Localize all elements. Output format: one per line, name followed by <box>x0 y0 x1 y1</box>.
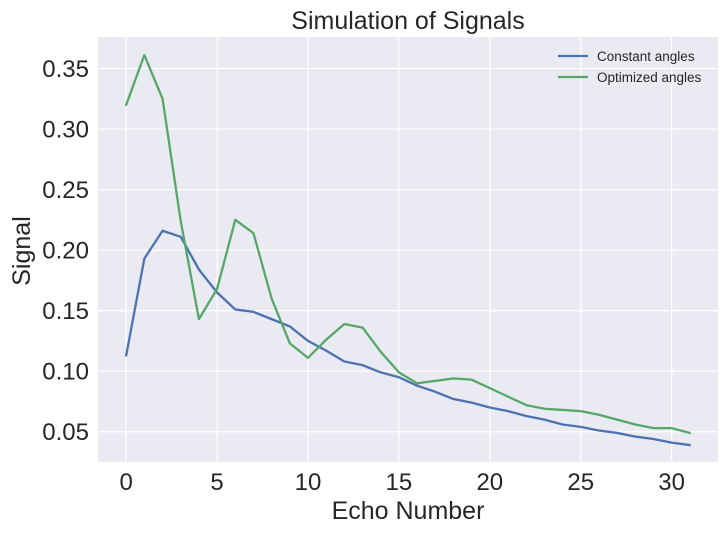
y-tick-label: 0.25 <box>42 177 89 204</box>
grid-lines <box>98 37 718 462</box>
legend: Constant angles Optimized angles <box>558 49 702 85</box>
x-tick-label: 5 <box>210 469 223 496</box>
x-tick-label: 15 <box>386 469 413 496</box>
y-tick-label: 0.05 <box>42 419 89 446</box>
y-tick-label: 0.30 <box>42 117 89 144</box>
series-line-constant-angles <box>125 229 691 447</box>
x-axis-label: Echo Number <box>332 497 485 525</box>
legend-label-constant-angles: Constant angles <box>597 49 695 64</box>
y-axis-label: Signal <box>8 216 36 286</box>
x-tick-label: 30 <box>658 469 685 496</box>
y-axis-ticks: 0.05 0.10 0.15 0.20 0.25 0.30 0.35 <box>42 56 89 446</box>
plot-area <box>98 37 718 462</box>
y-tick-label: 0.10 <box>42 359 89 386</box>
y-tick-label: 0.35 <box>42 56 89 83</box>
series-line-optimized-angles <box>125 54 691 435</box>
x-tick-label: 20 <box>476 469 503 496</box>
y-tick-label: 0.20 <box>42 238 89 265</box>
x-tick-label: 10 <box>295 469 322 496</box>
x-axis-ticks: 0 5 10 15 20 25 30 <box>120 469 685 496</box>
series-lines <box>125 54 691 447</box>
x-tick-label: 0 <box>120 469 133 496</box>
chart-title: Simulation of Signals <box>291 7 524 35</box>
y-tick-label: 0.15 <box>42 298 89 325</box>
x-tick-label: 25 <box>567 469 594 496</box>
legend-label-optimized-angles: Optimized angles <box>597 70 702 85</box>
